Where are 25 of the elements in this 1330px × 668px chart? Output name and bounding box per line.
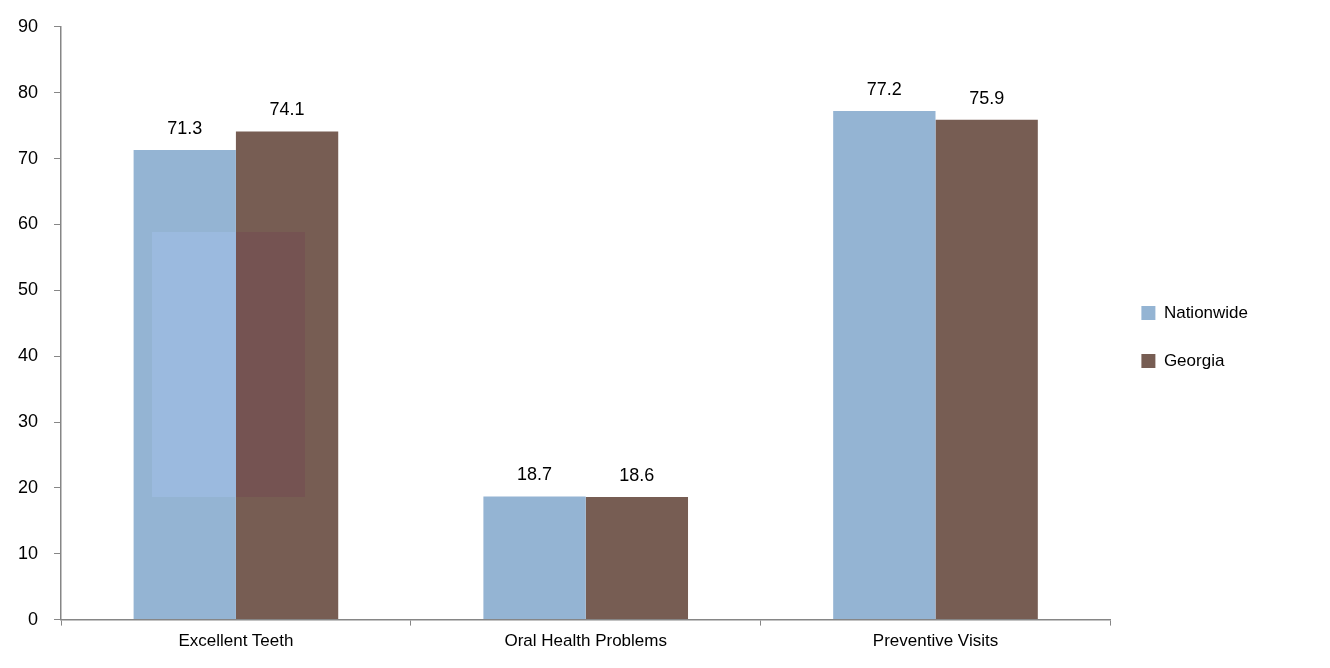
data-label: 18.7 [517, 464, 553, 485]
bar [833, 111, 936, 620]
y-tick-label: 10 [17, 542, 39, 563]
data-label: 77.2 [866, 79, 902, 100]
data-label: 18.6 [619, 465, 655, 486]
legend-label: Georgia [1163, 350, 1225, 370]
bar [585, 497, 689, 620]
y-tick-label: 80 [17, 81, 39, 102]
y-tick-label: 70 [17, 147, 39, 168]
y-tick-label: 40 [17, 345, 39, 366]
legend-label: Nationwide [1163, 302, 1249, 322]
x-tick-label: Preventive Visits [872, 631, 999, 651]
bar [483, 496, 586, 620]
y-tick-label: 0 [28, 608, 39, 629]
y-tick-label: 30 [17, 410, 39, 431]
y-tick-label: 20 [17, 476, 39, 497]
data-label: 71.3 [167, 117, 203, 138]
x-tick-label: Oral Health Problems [504, 631, 667, 651]
y-tick-label: 90 [17, 15, 39, 36]
y-tick-label: 60 [17, 213, 39, 234]
x-tick-label: Excellent Teeth [178, 631, 294, 651]
y-tick-label: 50 [17, 279, 39, 300]
data-label: 75.9 [969, 87, 1005, 108]
bar [935, 119, 1038, 620]
data-label: 74.1 [269, 99, 305, 120]
